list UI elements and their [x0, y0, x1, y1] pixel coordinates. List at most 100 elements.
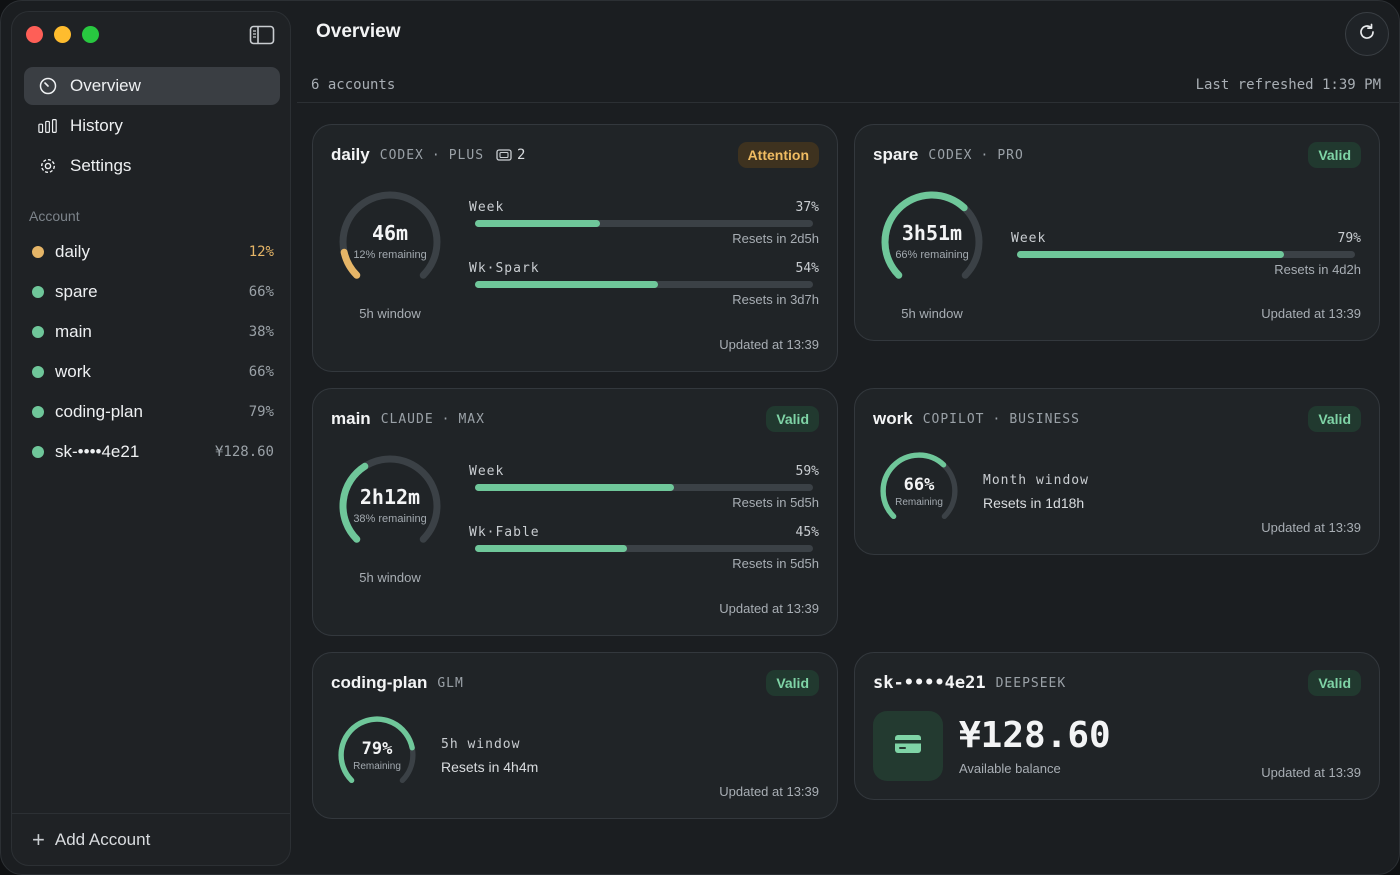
account-value: 38%: [248, 324, 274, 340]
gauge-caption: 12% remaining: [353, 249, 427, 261]
seats-icon: [496, 149, 512, 161]
sidebar-account-spare[interactable]: spare 66%: [24, 272, 280, 312]
sidebar-item-history[interactable]: History: [24, 107, 280, 145]
window-label: 5h window: [901, 306, 963, 321]
progress-track: [475, 220, 813, 227]
plan-label: PLUS: [448, 147, 485, 163]
window-label: 5h window: [359, 570, 421, 585]
usage-gauge: 46m 12% remaining: [335, 187, 445, 297]
account-value: 12%: [248, 244, 274, 260]
card-header: coding-plan GLM Valid: [331, 670, 819, 696]
card-title: coding-plan: [331, 673, 428, 692]
account-name: main: [55, 322, 92, 341]
seats-count: 2: [517, 147, 527, 163]
bar-chart-icon: [38, 116, 58, 136]
gear-icon: [38, 156, 58, 176]
updated-time: Updated at 13:39: [1261, 765, 1361, 780]
status-badge: Attention: [737, 142, 819, 168]
card-title: sk-••••4e21: [873, 673, 986, 693]
add-account-button[interactable]: + Add Account: [12, 813, 290, 865]
sidebar-account-coding-plan[interactable]: coding-plan 79%: [24, 392, 280, 432]
status-badge: Valid: [766, 406, 819, 432]
gauge-fill: [340, 248, 361, 279]
bar-percent: 59%: [795, 464, 819, 479]
account-value: 66%: [248, 364, 274, 380]
plan-label: BUSINESS: [1009, 411, 1080, 427]
sidebar-account-deepseek[interactable]: sk-••••4e21 ¥128.60: [24, 432, 280, 472]
account-name: work: [55, 362, 91, 381]
progress-track: [475, 545, 813, 552]
provider-label: CODEX: [928, 147, 973, 163]
account-section-heading: Account: [29, 208, 80, 224]
account-name: daily: [55, 242, 90, 261]
sidebar-account-daily[interactable]: daily 12%: [24, 232, 280, 272]
reset-label: Resets in 4d2h: [1274, 262, 1361, 277]
card-title: daily: [331, 145, 370, 164]
plus-icon: +: [32, 826, 45, 852]
account-name: spare: [55, 282, 98, 301]
bar-label: Week: [469, 200, 505, 215]
bar-label: Week: [469, 464, 505, 479]
close-window-button[interactable]: [26, 26, 43, 43]
bar-percent: 54%: [795, 261, 819, 276]
usage-gauge: 66% Remaining: [877, 449, 961, 533]
reset-label: Resets in 5d5h: [732, 556, 819, 571]
wallet-tile: [873, 711, 943, 781]
separator: ·: [431, 147, 441, 163]
status-badge: Valid: [1308, 406, 1361, 432]
usage-gauge: 3h51m 66% remaining: [877, 187, 987, 297]
usage-bars: Week 37% Resets in 2d5h Wk·Spark 54% Res…: [469, 200, 819, 320]
progress-fill: [475, 484, 675, 491]
sidebar-item-overview[interactable]: Overview: [24, 67, 280, 105]
bar-percent: 79%: [1337, 231, 1361, 246]
account-card-deepseek[interactable]: sk-••••4e21 DEEPSEEK Valid ¥128.60 Avail…: [854, 652, 1380, 800]
gauge-value: 2h12m: [359, 485, 421, 509]
gauge-fill: [339, 462, 369, 543]
refresh-button[interactable]: [1345, 12, 1389, 56]
account-name: coding-plan: [55, 402, 143, 421]
progress-fill: [1017, 251, 1285, 258]
sidebar-account-main[interactable]: main 38%: [24, 312, 280, 352]
account-card-coding-plan[interactable]: coding-plan GLM Valid 79% Remaining 5h w…: [312, 652, 838, 819]
account-name: sk-••••4e21: [55, 442, 140, 461]
separator: ·: [441, 411, 451, 427]
reset-label: Resets in 2d5h: [732, 231, 819, 246]
progress-track: [475, 281, 813, 288]
sidebar-toggle-icon[interactable]: [249, 24, 275, 46]
account-card-daily[interactable]: daily CODEX · PLUS 2 Attention 46m 12% r…: [312, 124, 838, 372]
status-dot: [32, 446, 44, 458]
reset-label: Resets in 1d18h: [983, 495, 1085, 511]
account-card-work[interactable]: work COPILOT · BUSINESS Valid 66% Remain…: [854, 388, 1380, 555]
sidebar-item-label: Settings: [70, 156, 132, 175]
account-card-spare[interactable]: spare CODEX · PRO Valid 3h51m 66% remain…: [854, 124, 1380, 341]
progress-track: [1017, 251, 1355, 258]
status-badge: Valid: [766, 670, 819, 696]
window-controls: [26, 26, 99, 43]
updated-time: Updated at 13:39: [1261, 520, 1361, 535]
reset-label: Resets in 4h4m: [441, 759, 539, 775]
add-account-label: Add Account: [54, 829, 151, 849]
provider-label: CLAUDE: [380, 411, 434, 427]
balance-label: Available balance: [959, 761, 1061, 776]
status-badge: Valid: [1308, 142, 1361, 168]
status-dot: [32, 246, 44, 258]
reset-label: Resets in 5d5h: [732, 495, 819, 510]
account-card-main[interactable]: main CLAUDE · MAX Valid 2h12m 38% remain…: [312, 388, 838, 636]
status-dot: [32, 286, 44, 298]
account-value: 66%: [248, 284, 274, 300]
sidebar-item-settings[interactable]: Settings: [24, 147, 280, 185]
card-title: main: [331, 409, 371, 428]
sidebar-account-work[interactable]: work 66%: [24, 352, 280, 392]
minimize-window-button[interactable]: [54, 26, 71, 43]
provider-label: DEEPSEEK: [995, 675, 1067, 691]
window-label: 5h window: [359, 306, 421, 321]
sidebar-nav: Overview History Settings: [24, 67, 280, 187]
separator: ·: [980, 147, 990, 163]
progress-fill: [475, 545, 628, 552]
status-dot: [32, 366, 44, 378]
window-label: Month window: [983, 473, 1089, 488]
sidebar-item-label: History: [70, 116, 123, 135]
zoom-window-button[interactable]: [82, 26, 99, 43]
credit-card-icon: [894, 733, 922, 760]
window-label: 5h window: [441, 737, 521, 752]
